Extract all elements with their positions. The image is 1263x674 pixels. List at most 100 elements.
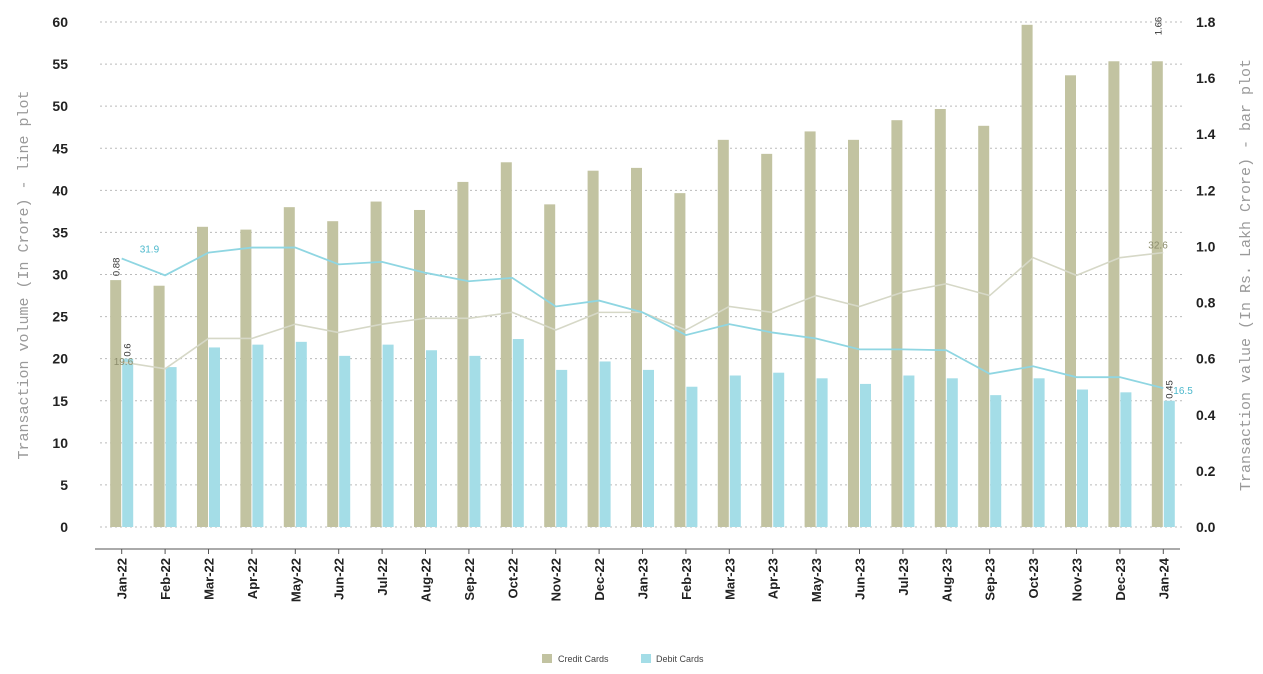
credit-bar bbox=[1151, 61, 1163, 528]
x-tick-label: Feb-22 bbox=[158, 558, 173, 600]
debit-line-first-label: 31.9 bbox=[140, 245, 160, 256]
debit-bar-first-label: 0.6 bbox=[123, 343, 134, 356]
credit-line-last-label: 32.6 bbox=[1148, 241, 1168, 252]
debit-bar bbox=[252, 344, 264, 527]
debit-bar bbox=[122, 358, 134, 527]
y-right-tick-label: 1.8 bbox=[1196, 14, 1216, 30]
debit-bar bbox=[512, 339, 524, 527]
credit-bar bbox=[1065, 75, 1076, 528]
y-left-tick-label: 60 bbox=[52, 14, 68, 30]
debit-bar bbox=[773, 372, 785, 527]
x-tick-label: Mar-23 bbox=[722, 558, 737, 600]
x-tick-label: Dec-23 bbox=[1113, 558, 1128, 601]
debit-bar bbox=[946, 378, 958, 527]
x-tick-label: Nov-22 bbox=[549, 558, 564, 601]
y-left-tick-label: 40 bbox=[52, 182, 68, 198]
debit-bar bbox=[1033, 378, 1045, 527]
debit-bar bbox=[426, 350, 437, 527]
y-right-tick-label: 1.4 bbox=[1196, 126, 1216, 142]
x-tick-label: Sep-22 bbox=[462, 558, 477, 601]
credit-bar bbox=[544, 204, 556, 527]
y-right-axis-title: Transaction value (In Rs. Lakh Crore) - … bbox=[1238, 59, 1255, 491]
x-tick-label: Jan-23 bbox=[636, 558, 651, 599]
x-tick-label: Sep-23 bbox=[983, 558, 998, 601]
y-right-tick-label: 1.0 bbox=[1196, 238, 1216, 254]
credit-bar bbox=[500, 162, 512, 527]
x-tick-label: Nov-23 bbox=[1070, 558, 1085, 601]
debit-line-last-label: 16.5 bbox=[1173, 386, 1193, 397]
y-left-tick-label: 0 bbox=[60, 519, 68, 535]
debit-bar bbox=[816, 378, 828, 527]
y-left-tick-label: 55 bbox=[52, 56, 68, 72]
credit-bar bbox=[804, 131, 816, 527]
y-left-tick-label: 10 bbox=[52, 435, 68, 451]
y-left-tick-label: 20 bbox=[52, 351, 68, 367]
x-tick-label: Jun-23 bbox=[853, 558, 868, 600]
x-tick-label: May-22 bbox=[288, 558, 303, 602]
debit-bar bbox=[165, 367, 177, 527]
x-tick-label: Dec-22 bbox=[592, 558, 607, 601]
y-left-tick-label: 45 bbox=[52, 140, 68, 156]
y-right-tick-label: 0.4 bbox=[1196, 407, 1216, 423]
debit-bar bbox=[643, 369, 654, 527]
credit-bar bbox=[283, 207, 295, 527]
y-left-axis-title: Transaction volume (In Crore) - line plo… bbox=[16, 90, 33, 459]
debit-bar bbox=[382, 344, 394, 527]
y-left-tick-label: 5 bbox=[60, 477, 68, 493]
credit-bar bbox=[631, 167, 642, 527]
y-left-tick-label: 50 bbox=[52, 98, 68, 114]
debit-bar-last-label: 0.45 bbox=[1164, 380, 1175, 399]
credit-line-first-label: 19.6 bbox=[114, 357, 134, 368]
y-right-tick-label: 0.6 bbox=[1196, 351, 1216, 367]
debit-bar bbox=[1077, 389, 1088, 527]
x-tick-label: Aug-23 bbox=[939, 558, 954, 602]
legend-debit-swatch bbox=[641, 654, 651, 663]
credit-bar bbox=[153, 285, 165, 527]
credit-bar bbox=[110, 280, 122, 527]
debit-bar bbox=[599, 361, 611, 527]
credit-bar bbox=[1021, 24, 1033, 528]
debit-bar bbox=[686, 386, 698, 527]
x-tick-label: Oct-22 bbox=[505, 558, 520, 598]
debit-bar bbox=[339, 355, 351, 527]
y-left-tick-label: 35 bbox=[52, 224, 68, 240]
credit-bar bbox=[761, 153, 773, 527]
credit-volume-line bbox=[121, 251, 1164, 370]
credit-bar bbox=[327, 221, 339, 527]
debit-bar bbox=[729, 375, 741, 527]
credit-bar bbox=[240, 229, 252, 527]
x-tick-label: Jul-22 bbox=[375, 558, 390, 596]
y-left-tick-label: 15 bbox=[52, 393, 68, 409]
x-tick-label: Oct-23 bbox=[1026, 558, 1041, 598]
x-tick-label: Jan-24 bbox=[1156, 557, 1171, 599]
debit-bar bbox=[903, 375, 915, 527]
credit-bar-last-label: 1.66 bbox=[1153, 17, 1164, 36]
x-tick-label: Aug-22 bbox=[419, 558, 434, 602]
credit-bar-first-label: 0.88 bbox=[112, 258, 123, 277]
credit-bar bbox=[370, 201, 382, 528]
debit-bar bbox=[209, 347, 220, 527]
debit-volume-line bbox=[121, 246, 1164, 389]
x-tick-label: Apr-23 bbox=[766, 558, 781, 599]
credit-bar bbox=[674, 193, 686, 527]
legend-credit-swatch bbox=[542, 654, 552, 663]
y-right-tick-label: 0.2 bbox=[1196, 463, 1216, 479]
x-tick-label: Jul-23 bbox=[896, 558, 911, 596]
credit-bar bbox=[457, 181, 469, 527]
x-tick-label: Jun-22 bbox=[332, 558, 347, 600]
debit-bar bbox=[556, 369, 568, 527]
y-right-tick-label: 1.2 bbox=[1196, 182, 1216, 198]
y-left-tick-label: 25 bbox=[52, 309, 68, 325]
credit-bar bbox=[414, 209, 425, 527]
debit-bar bbox=[1163, 400, 1175, 527]
credit-bar bbox=[934, 108, 946, 527]
debit-bar bbox=[469, 355, 481, 527]
y-left-tick-label: 30 bbox=[52, 267, 68, 283]
credit-bar bbox=[848, 139, 859, 528]
debit-bar bbox=[1120, 392, 1132, 527]
credit-bar bbox=[978, 125, 990, 528]
y-right-tick-label: 1.6 bbox=[1196, 70, 1216, 86]
x-tick-label: Apr-22 bbox=[245, 558, 260, 599]
